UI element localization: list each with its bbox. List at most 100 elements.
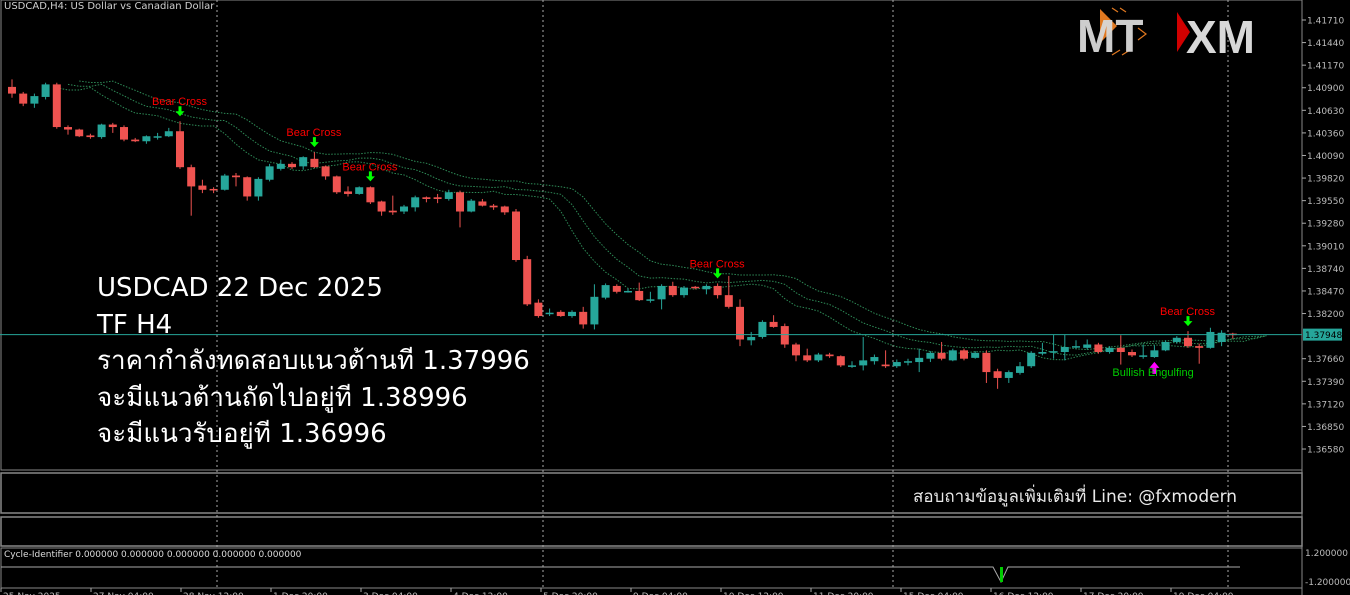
bear-cross-arrow-icon	[713, 268, 723, 279]
candle-body	[209, 188, 218, 191]
candle	[523, 255, 532, 307]
candle	[668, 281, 677, 297]
candle	[321, 165, 330, 180]
candle	[75, 128, 84, 138]
candle	[265, 163, 274, 182]
candle	[332, 175, 341, 194]
candle-body	[254, 178, 263, 197]
candle	[1139, 344, 1148, 359]
candle	[691, 285, 700, 290]
candle	[512, 209, 520, 262]
candle	[825, 352, 834, 358]
candle-body	[1004, 372, 1013, 378]
candle	[915, 348, 924, 373]
candle	[892, 359, 901, 368]
candle	[624, 288, 632, 293]
candle	[220, 173, 229, 191]
candle-body	[19, 93, 28, 104]
candle-body	[724, 295, 733, 307]
candle-body	[915, 357, 924, 363]
candle-body	[982, 352, 991, 373]
candle-body	[1172, 337, 1181, 342]
candle	[232, 173, 240, 187]
candle-body	[164, 131, 173, 137]
candle-body	[198, 185, 207, 190]
moving-average-line	[67, 83, 1267, 356]
x-tick-label: 16 Dec 12:00	[993, 592, 1054, 595]
candle-body	[243, 177, 252, 197]
candle-body	[355, 187, 364, 194]
candle	[1027, 351, 1036, 368]
candle-body	[814, 354, 823, 361]
candle	[848, 361, 856, 368]
candle	[433, 193, 442, 204]
x-tick-label: 11 Dec 20:00	[813, 592, 874, 595]
candle	[713, 283, 722, 299]
overlay-title: USDCAD 22 Dec 2025	[97, 273, 383, 303]
candle-body	[232, 175, 240, 178]
x-tick-label: 1 Dec 20:00	[273, 592, 328, 595]
contact-text: สอบถามข้อมูลเพิ่มเติมที่ Line: @fxmodern	[913, 487, 1238, 507]
cycle-indicator-label: Cycle-Identifier 0.000000 0.000000 0.000…	[4, 550, 302, 560]
candle	[836, 355, 845, 368]
candle	[792, 342, 800, 362]
candle	[780, 323, 789, 348]
candle	[1161, 340, 1170, 352]
candle	[444, 189, 453, 201]
candle-body	[411, 197, 420, 208]
candle	[1072, 340, 1080, 349]
y-tick-label: 1.41440	[1307, 39, 1344, 49]
candle	[747, 331, 756, 346]
candle-body	[612, 285, 621, 292]
candle	[400, 204, 408, 215]
y-tick-label: 1.38470	[1307, 287, 1344, 297]
bear-cross-label: Bear Cross	[152, 96, 208, 108]
candle-body	[601, 285, 610, 298]
bear-cross-arrow-icon	[1183, 316, 1193, 327]
candle	[52, 82, 61, 129]
overlay-support: จะมีแนวรับอยู่ที 1.36996	[97, 419, 387, 449]
candle	[859, 336, 868, 371]
candle	[1128, 349, 1136, 358]
candle-body	[1072, 346, 1080, 348]
candle	[1060, 334, 1069, 361]
candle	[590, 284, 599, 330]
candle-body	[1161, 341, 1170, 351]
candle-body	[512, 211, 520, 261]
candle-body	[86, 135, 95, 138]
candle	[881, 350, 890, 368]
candle	[646, 291, 655, 303]
y-tick-label: 1.37120	[1307, 400, 1344, 410]
candle-body	[321, 166, 330, 177]
logo-mt-text: MT	[1077, 10, 1143, 62]
candle-body	[680, 287, 688, 296]
candle-body	[646, 299, 655, 301]
y-tick-label: 1.39820	[1307, 175, 1344, 185]
candle	[388, 195, 397, 215]
candle	[344, 186, 352, 197]
candle	[164, 127, 173, 138]
candle-body	[1184, 337, 1192, 347]
x-tick-label: 27 Nov 04:00	[93, 592, 154, 595]
candle	[635, 282, 644, 301]
cycle-signal-bar	[1000, 567, 1003, 582]
x-tick-label: 3 Dec 04:00	[363, 592, 418, 595]
candle	[355, 186, 364, 195]
candle-body	[176, 131, 184, 168]
candle	[120, 125, 128, 142]
candle	[982, 350, 991, 383]
candle-body	[400, 206, 408, 212]
empty-panel-border	[0, 516, 1303, 547]
candle-body	[75, 129, 84, 137]
x-tick-label: 9 Dec 04:00	[633, 592, 688, 595]
candle-body	[635, 290, 644, 301]
candle-body	[288, 163, 296, 168]
symbol-title: USDCAD,H4: US Dollar vs Canadian Dollar	[4, 1, 215, 12]
candle-body	[948, 350, 957, 361]
candle-body	[1116, 347, 1125, 353]
candle-body	[769, 321, 778, 327]
candle	[680, 285, 688, 298]
candle-body	[792, 344, 800, 356]
bear-cross-arrow-icon	[175, 106, 185, 117]
